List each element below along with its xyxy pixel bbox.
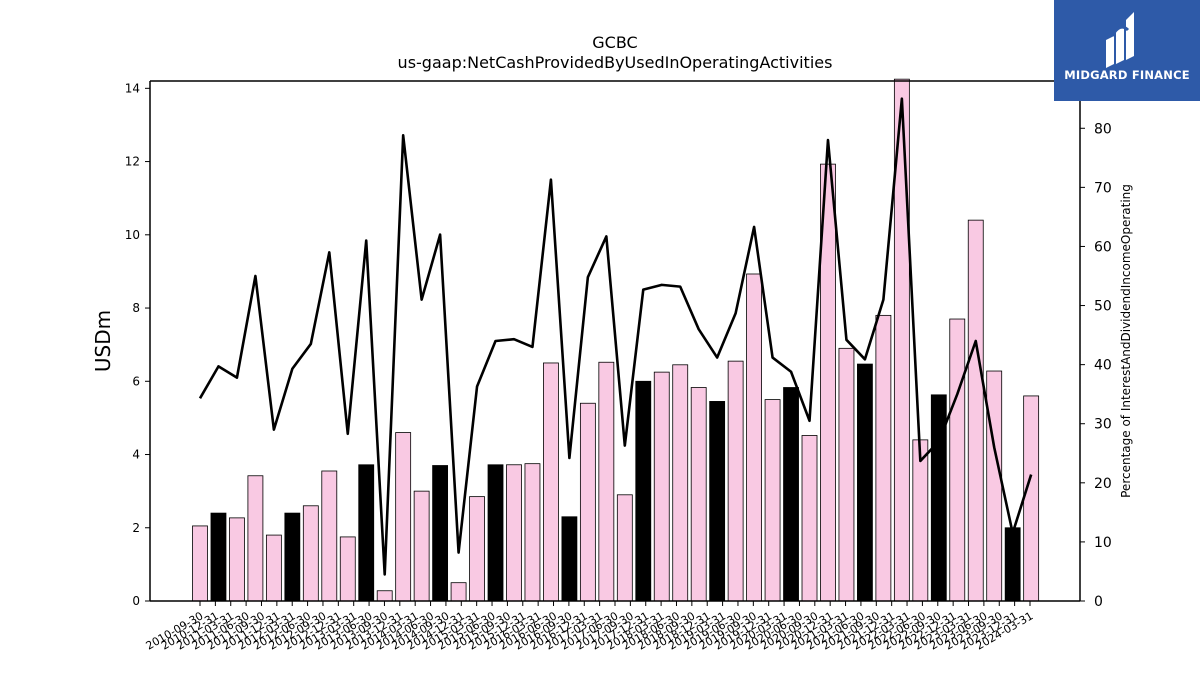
bar-2019-12-31 bbox=[875, 314, 892, 602]
bar-2017-09-30 bbox=[709, 401, 726, 602]
bar-2016-09-30 bbox=[635, 380, 652, 602]
y-tick-label: 12 bbox=[125, 155, 140, 169]
y-tick-label: 2 bbox=[132, 521, 140, 535]
bar-2013-03-31 bbox=[376, 590, 393, 602]
y-tick-label: 10 bbox=[125, 228, 140, 242]
axes-layer: 02468101214010203040506070802010-09-3020… bbox=[125, 80, 1112, 653]
bar-2015-09-30 bbox=[561, 516, 578, 602]
bar-2012-09-30 bbox=[339, 536, 356, 602]
y2-axis-label: Percentage of InterestAndDividendIncomeO… bbox=[1119, 184, 1133, 498]
bar-2021-09-30 bbox=[1004, 527, 1021, 602]
bar-2019-06-30 bbox=[838, 347, 855, 602]
bar-2018-12-31 bbox=[801, 435, 818, 602]
bar-2018-03-31 bbox=[746, 273, 762, 602]
bar-2013-06-30 bbox=[395, 432, 412, 602]
bar-2015-06-30 bbox=[543, 362, 559, 602]
bar-2010-09-30 bbox=[192, 525, 208, 602]
bar-2020-12-31 bbox=[949, 318, 966, 602]
bar-2010-12-31 bbox=[210, 512, 227, 602]
bar-2011-09-30 bbox=[265, 534, 282, 602]
y-tick-label: 8 bbox=[132, 301, 140, 315]
bar-2015-12-31 bbox=[579, 402, 596, 602]
y-tick-label: 4 bbox=[132, 448, 140, 462]
bar-2018-09-30 bbox=[783, 387, 799, 602]
bar-2011-06-30 bbox=[247, 475, 264, 602]
bar-2014-03-31 bbox=[450, 582, 467, 602]
y-tick-label: 0 bbox=[132, 594, 140, 608]
bar-2014-12-31 bbox=[506, 464, 522, 602]
bar-2012-06-30 bbox=[321, 470, 338, 602]
line-series bbox=[198, 97, 1033, 576]
y2-tick-label: 80 bbox=[1094, 121, 1112, 137]
bar-2016-12-31 bbox=[653, 371, 670, 602]
y2-tick-label: 0 bbox=[1094, 594, 1103, 610]
bar-2011-12-31 bbox=[284, 512, 301, 602]
y2-tick-label: 70 bbox=[1094, 180, 1112, 196]
bar-2014-06-30 bbox=[469, 496, 485, 602]
bar-2021-03-31 bbox=[967, 219, 984, 602]
bar-2021-12-31 bbox=[1023, 395, 1040, 602]
y-axis-label: USDm bbox=[91, 310, 115, 372]
y-tick-label: 14 bbox=[125, 81, 140, 95]
chart-title: GCBC bbox=[592, 33, 637, 52]
bar-2019-09-30 bbox=[857, 363, 873, 602]
logo-text: MIDGARD FINANCE bbox=[1064, 68, 1190, 82]
bar-2012-03-31 bbox=[302, 505, 319, 602]
y2-tick-label: 10 bbox=[1094, 535, 1112, 551]
chart-subtitle: us-gaap:NetCashProvidedByUsedInOperating… bbox=[398, 53, 833, 72]
bar-2013-12-31 bbox=[432, 465, 449, 602]
y2-tick-label: 60 bbox=[1094, 239, 1112, 255]
midgard-finance-logo: MIDGARD FINANCE bbox=[1054, 0, 1200, 101]
bar-2017-06-30 bbox=[690, 387, 707, 602]
bar-2012-12-31 bbox=[358, 464, 375, 602]
bar-2014-09-30 bbox=[487, 464, 504, 602]
line-layer bbox=[198, 97, 1033, 576]
bar-2017-03-31 bbox=[672, 364, 689, 602]
y2-tick-label: 20 bbox=[1094, 476, 1112, 492]
bar-2016-06-30 bbox=[616, 494, 633, 602]
bar-2018-06-30 bbox=[764, 399, 781, 602]
midgard-logo-icon bbox=[1106, 12, 1134, 68]
bar-2011-03-31 bbox=[229, 517, 245, 602]
bar-2020-06-30 bbox=[912, 439, 929, 602]
bar-2013-09-30 bbox=[413, 490, 430, 602]
y2-tick-label: 40 bbox=[1094, 358, 1112, 374]
y2-tick-label: 30 bbox=[1094, 417, 1112, 433]
bar-2016-03-31 bbox=[598, 361, 615, 602]
bar-2021-06-30 bbox=[986, 370, 1003, 602]
y2-tick-label: 50 bbox=[1094, 299, 1112, 315]
bar-2015-03-31 bbox=[524, 463, 541, 602]
bar-2017-12-31 bbox=[727, 360, 744, 602]
y-tick-label: 6 bbox=[132, 374, 140, 388]
